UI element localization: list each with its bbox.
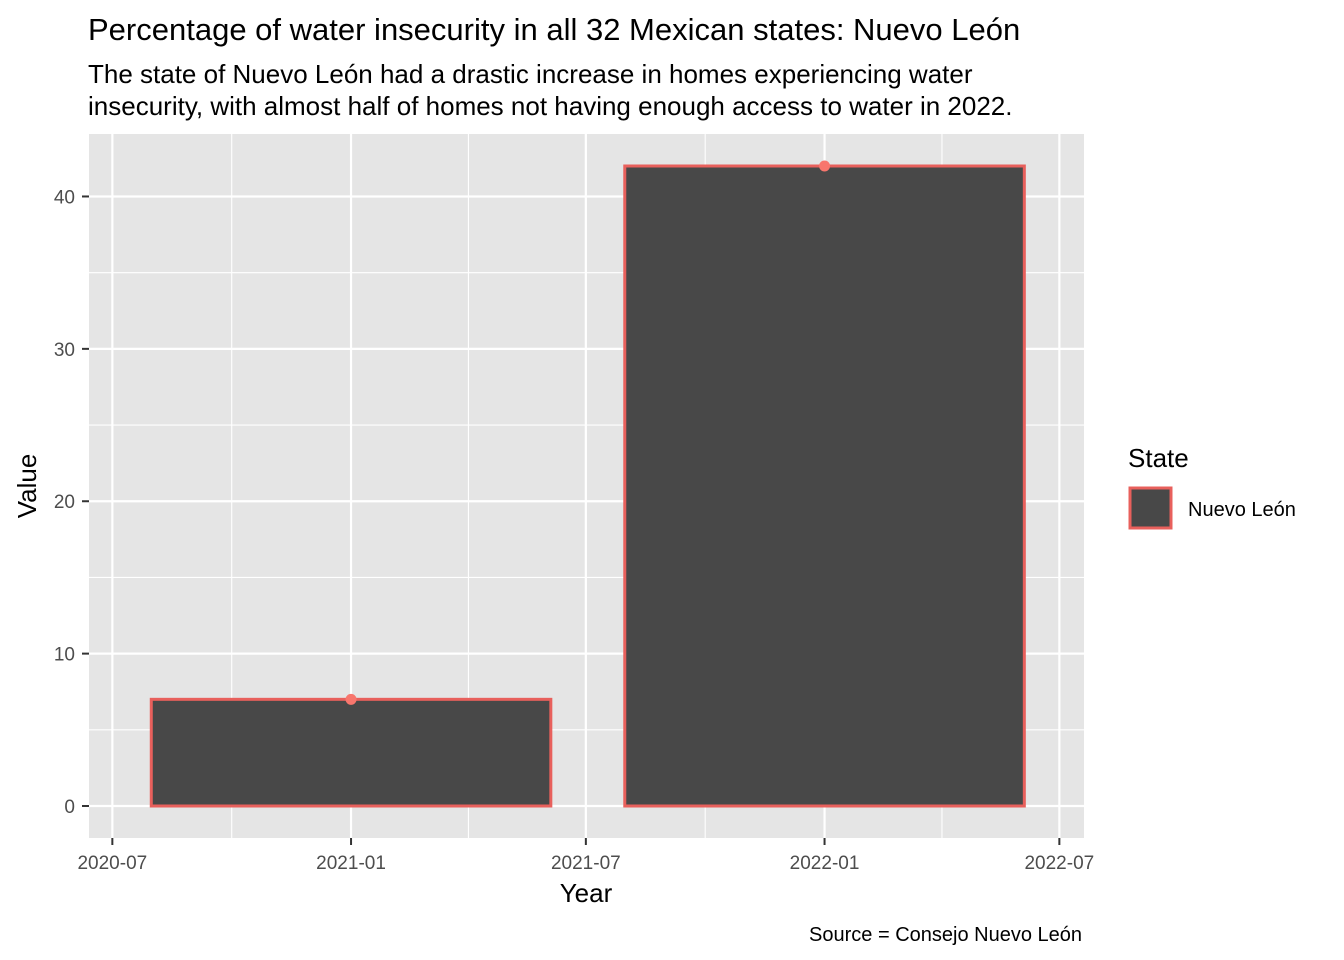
- legend-title: State: [1128, 443, 1189, 473]
- bar-layer: [149, 164, 1026, 808]
- data-point: [345, 693, 357, 705]
- axis-layer: 2020-07 2021-01 2021-07 2022-01 2022-07 0 10 20…: [54, 187, 1094, 874]
- legend: State Nuevo León: [1128, 443, 1296, 530]
- source-caption: Source = Consejo Nuevo León: [809, 924, 1082, 946]
- x-tick-label: 2022-07: [1024, 853, 1094, 874]
- y-tick-label: 0: [64, 797, 75, 818]
- chart-subtitle-line-1: The state of Nuevo León had a drastic in…: [88, 59, 973, 89]
- x-axis-title: Year: [560, 878, 613, 908]
- bar: [149, 697, 553, 808]
- y-tick-label: 20: [54, 492, 75, 513]
- legend-key-swatch: [1128, 486, 1173, 530]
- y-tick-label: 10: [54, 645, 75, 666]
- bar: [623, 164, 1026, 808]
- y-axis-title: Value: [12, 454, 42, 519]
- y-tick-label: 30: [54, 340, 75, 361]
- x-tick-label: 2020-07: [77, 853, 147, 874]
- chart-title: Percentage of water insecurity in all 32…: [88, 12, 1020, 47]
- x-tick-label: 2021-01: [316, 853, 386, 874]
- y-tick-label: 40: [54, 187, 75, 208]
- chart-subtitle-line-2: insecurity, with almost half of homes no…: [88, 91, 1012, 121]
- legend-label: Nuevo León: [1188, 499, 1296, 521]
- x-tick-label: 2021-07: [551, 853, 621, 874]
- x-tick-label: 2022-01: [790, 853, 860, 874]
- point-layer: [345, 160, 831, 705]
- data-point: [819, 160, 831, 172]
